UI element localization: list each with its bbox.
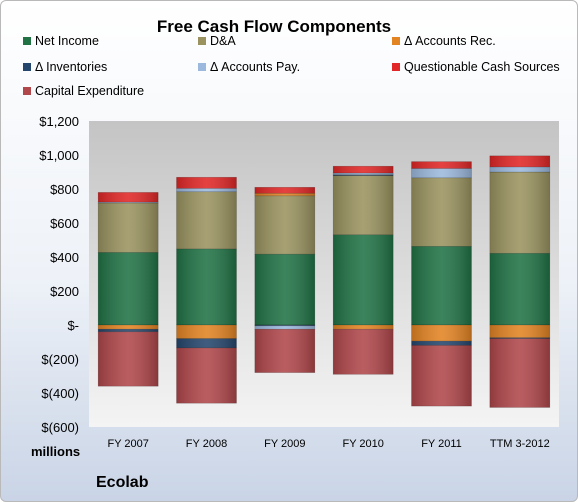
x-tick-label: FY 2009 <box>264 438 305 450</box>
x-tick-label: FY 2010 <box>342 438 383 450</box>
bar-segment-shading <box>411 168 472 178</box>
y-tick-label: $- <box>67 318 79 333</box>
bar-segment-shading <box>176 347 237 404</box>
bar-segment-shading <box>333 175 394 235</box>
y-tick-label: $(600) <box>41 420 79 435</box>
bar-segment-shading <box>98 329 159 332</box>
legend-swatch-accounts-rec <box>392 37 400 45</box>
y-tick-label: $1,200 <box>39 114 79 129</box>
plot-area <box>89 121 559 427</box>
legend: Net Income D&A Δ Accounts Rec. Δ Inventorie… <box>23 34 560 98</box>
bar-segment-shading <box>254 329 315 373</box>
bar-segment-shading <box>333 174 394 176</box>
legend-swatch-d-a <box>198 37 206 45</box>
bar-segment-shading <box>98 192 159 203</box>
bar-segment-shading <box>489 337 550 339</box>
bar-segment-shading <box>254 254 315 325</box>
legend-label-accounts-rec: Δ Accounts Rec. <box>404 34 496 48</box>
x-axis: FY 2007 FY 2008 FY 2009 FY 2010 FY 2011 TTM 3… <box>107 438 549 450</box>
company-name: Ecolab <box>96 474 149 491</box>
bar-segment-shading <box>98 202 159 203</box>
y-tick-label: $1,000 <box>39 148 79 163</box>
legend-label-questionable-cash-sources: Questionable Cash Sources <box>404 60 560 74</box>
bar-segment-shading <box>254 195 315 255</box>
legend-swatch-inventories <box>23 63 31 71</box>
bar-segment-shading <box>411 325 472 342</box>
bar-segment-shading <box>333 325 394 330</box>
bar-segment-shading <box>254 325 315 330</box>
x-tick-label: FY 2008 <box>186 438 227 450</box>
y-tick-label: $200 <box>50 284 79 299</box>
bar-segment-shading <box>98 252 159 325</box>
chart-title: Free Cash Flow Components <box>157 17 391 36</box>
bar-stacks <box>97 155 551 408</box>
bar-segment-shading <box>176 338 237 348</box>
bar-segment-shading <box>333 173 394 175</box>
bar-segment-shading <box>176 248 237 325</box>
legend-swatch-net-income <box>23 37 31 45</box>
bar-segment-shading <box>411 345 472 407</box>
x-tick-label: FY 2011 <box>421 438 462 450</box>
bar-segment-shading <box>254 193 315 196</box>
x-tick-label: FY 2007 <box>107 438 148 450</box>
bar-segment-shading <box>254 325 315 326</box>
legend-label-inventories: Δ Inventories <box>35 60 107 74</box>
y-tick-label: $600 <box>50 216 79 231</box>
bar-segment-shading <box>411 161 472 169</box>
legend-swatch-accounts-pay <box>198 63 206 71</box>
units-label: millions <box>31 444 80 459</box>
bar-segment-shading <box>98 331 159 387</box>
bar-segment-shading <box>489 325 550 338</box>
bar-segment-shading <box>489 166 550 172</box>
bar-segment-shading <box>254 187 315 194</box>
legend-swatch-questionable-cash-sources <box>392 63 400 71</box>
bar-segment-shading <box>98 325 159 330</box>
bar-segment-shading <box>489 338 550 408</box>
x-tick-label: TTM 3-2012 <box>490 438 550 450</box>
y-tick-label: $(400) <box>41 386 79 401</box>
bar-segment-shading <box>411 341 472 346</box>
bar-segment-shading <box>176 188 237 192</box>
legend-swatch-capital-expenditure <box>23 87 31 95</box>
bar-segment-shading <box>489 253 550 325</box>
y-axis: $1,200 $1,000 $800 $600 $400 $200 $- $(200) $(40… <box>39 114 79 435</box>
bar-segment-shading <box>176 191 237 249</box>
legend-label-net-income: Net Income <box>35 34 99 48</box>
bar-segment-shading <box>489 155 550 167</box>
legend-label-capital-expenditure: Capital Expenditure <box>35 84 144 98</box>
y-tick-label: $800 <box>50 182 79 197</box>
bar-segment-shading <box>333 166 394 174</box>
bar-segment-shading <box>176 177 237 189</box>
bar-segment-shading <box>333 234 394 325</box>
bar-segment-shading <box>411 246 472 325</box>
y-tick-label: $400 <box>50 250 79 265</box>
bar-segment-shading <box>333 329 394 375</box>
bar-segment-shading <box>98 202 159 253</box>
y-tick-label: $(200) <box>41 352 79 367</box>
legend-label-accounts-pay: Δ Accounts Pay. <box>210 60 300 74</box>
bar-segment-shading <box>411 177 472 247</box>
bar-segment-shading <box>176 325 237 339</box>
bar-segment-shading <box>489 172 550 254</box>
legend-label-d-a: D&A <box>210 34 236 48</box>
